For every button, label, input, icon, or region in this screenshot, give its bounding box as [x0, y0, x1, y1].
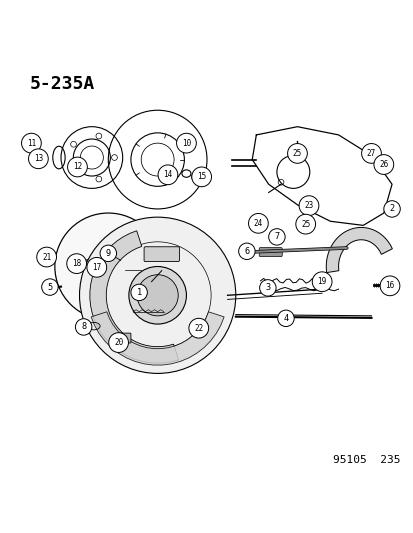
Text: 8: 8: [81, 322, 86, 332]
Text: 24: 24: [253, 219, 262, 228]
Circle shape: [158, 165, 177, 184]
Text: 7: 7: [274, 232, 279, 241]
Circle shape: [137, 274, 178, 316]
Text: 14: 14: [163, 171, 172, 179]
Circle shape: [268, 229, 285, 245]
Circle shape: [295, 214, 315, 234]
Text: 17: 17: [92, 263, 101, 272]
Text: 4: 4: [282, 314, 288, 323]
Text: 23: 23: [304, 201, 313, 210]
FancyBboxPatch shape: [259, 248, 282, 256]
Circle shape: [28, 149, 48, 168]
Circle shape: [176, 133, 196, 153]
Text: 25: 25: [292, 149, 301, 158]
Text: 10: 10: [181, 139, 191, 148]
Ellipse shape: [111, 252, 118, 256]
Text: 11: 11: [27, 139, 36, 148]
FancyBboxPatch shape: [117, 333, 131, 343]
Text: 2: 2: [389, 205, 394, 213]
Polygon shape: [325, 228, 392, 272]
Text: 21: 21: [42, 253, 51, 262]
Text: 5: 5: [47, 282, 52, 292]
Circle shape: [191, 167, 211, 187]
FancyBboxPatch shape: [114, 260, 151, 279]
Circle shape: [42, 279, 58, 295]
Circle shape: [188, 318, 208, 338]
Circle shape: [238, 243, 254, 260]
Circle shape: [128, 266, 186, 324]
Circle shape: [87, 257, 107, 277]
Ellipse shape: [43, 253, 54, 258]
Text: 27: 27: [366, 149, 375, 158]
FancyBboxPatch shape: [144, 247, 179, 262]
Circle shape: [131, 284, 147, 301]
Circle shape: [379, 276, 399, 296]
Circle shape: [248, 213, 268, 233]
Circle shape: [373, 155, 393, 174]
Text: 3: 3: [265, 284, 270, 293]
Ellipse shape: [97, 265, 107, 269]
Circle shape: [100, 245, 116, 262]
Circle shape: [114, 265, 123, 274]
Circle shape: [55, 213, 161, 320]
Polygon shape: [90, 231, 178, 363]
Polygon shape: [91, 312, 223, 365]
Text: 6: 6: [244, 247, 249, 256]
Circle shape: [142, 265, 152, 274]
Circle shape: [79, 217, 235, 374]
Circle shape: [85, 259, 95, 269]
Circle shape: [191, 174, 197, 180]
Text: 22: 22: [194, 324, 203, 333]
Circle shape: [109, 333, 128, 352]
Circle shape: [44, 286, 49, 291]
Circle shape: [259, 280, 275, 296]
Circle shape: [66, 254, 86, 273]
Text: 13: 13: [34, 154, 43, 163]
Circle shape: [277, 310, 294, 327]
Circle shape: [21, 133, 41, 153]
Text: 18: 18: [72, 259, 81, 268]
Text: 15: 15: [197, 172, 206, 181]
Circle shape: [361, 143, 380, 163]
Circle shape: [311, 272, 331, 292]
Circle shape: [383, 201, 399, 217]
Circle shape: [37, 247, 56, 267]
Text: 9: 9: [105, 249, 111, 258]
Text: 19: 19: [317, 277, 326, 286]
Text: 95105  235: 95105 235: [332, 455, 399, 465]
Circle shape: [75, 319, 92, 335]
Text: 5-235A: 5-235A: [30, 75, 95, 93]
Text: 12: 12: [73, 163, 82, 172]
Text: 20: 20: [114, 338, 123, 347]
Circle shape: [298, 196, 318, 215]
Circle shape: [287, 143, 306, 163]
Text: 26: 26: [378, 160, 387, 169]
Text: 1: 1: [136, 288, 141, 297]
Circle shape: [67, 157, 87, 177]
Text: 16: 16: [385, 281, 394, 290]
Text: 25: 25: [300, 220, 310, 229]
